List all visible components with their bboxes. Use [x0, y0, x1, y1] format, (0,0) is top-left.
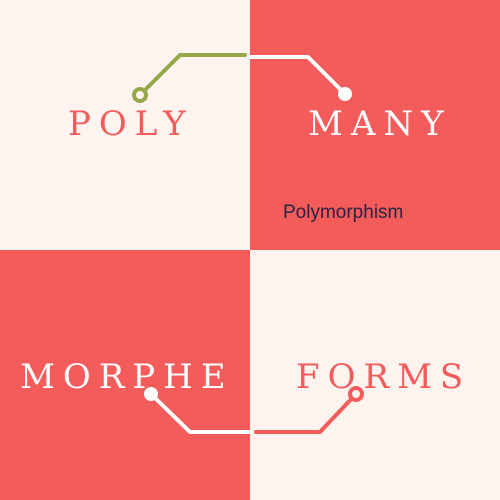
word-many: MANY — [308, 104, 452, 144]
many-connector-line — [248, 55, 347, 96]
word-morphe: MORPHE — [20, 357, 234, 397]
bottom-left-panel — [0, 250, 250, 500]
poly-connector-line — [138, 53, 247, 97]
forms-connector-line — [254, 392, 358, 434]
caption-polymorphism: Polymorphism — [283, 202, 404, 223]
morphe-connector-line — [149, 392, 252, 434]
top-left-panel — [0, 0, 250, 250]
bottom-right-panel — [250, 250, 500, 500]
forms-node — [348, 386, 364, 402]
word-forms: FORMS — [296, 357, 472, 397]
top-right-panel — [250, 0, 500, 250]
poly-node — [132, 87, 148, 103]
morphe-node — [144, 387, 158, 401]
many-node — [338, 87, 352, 101]
word-poly: POLY — [68, 104, 194, 144]
